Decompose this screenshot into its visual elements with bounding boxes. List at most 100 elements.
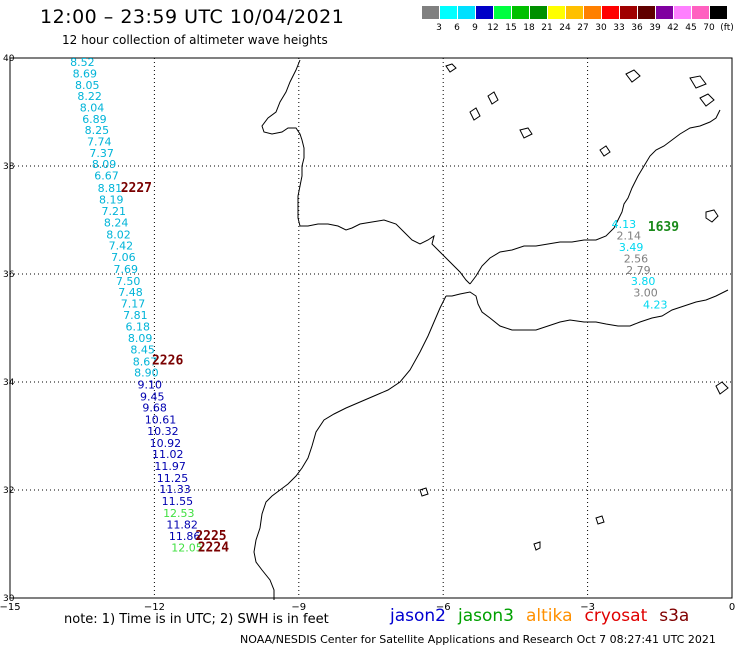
swh-value-label: 8.22 bbox=[77, 90, 102, 103]
swh-value-label: 8.09 bbox=[92, 158, 117, 171]
swh-value-label: 7.69 bbox=[113, 263, 138, 276]
map-frame bbox=[9, 57, 733, 599]
color-scale-label: 42 bbox=[667, 23, 679, 33]
color-scale-label: 21 bbox=[541, 23, 553, 33]
color-scale-swatch bbox=[566, 6, 584, 19]
swh-value-label: 8.04 bbox=[80, 101, 105, 114]
lat-tick-label: 34 bbox=[3, 378, 15, 388]
color-scale-label: 12 bbox=[487, 23, 499, 33]
swh-value-label: 8.19 bbox=[99, 193, 124, 206]
swh-value-label: 11.33 bbox=[159, 483, 191, 496]
island-coast-6 bbox=[599, 145, 611, 157]
island-coast-4 bbox=[625, 69, 641, 83]
swh-value-label: 9.68 bbox=[142, 402, 167, 415]
axis-tick-labels: −15 −12 −9 −6 −3 0 40 38 36 34 32 30 bbox=[0, 54, 735, 613]
color-scale-swatch bbox=[530, 6, 548, 19]
island-coast-1 bbox=[469, 107, 481, 121]
footer-note: note: 1) Time is in UTC; 2) SWH is in fe… bbox=[64, 612, 329, 627]
swh-value-label: 8.45 bbox=[130, 343, 155, 356]
lat-lon-grid bbox=[9, 57, 733, 599]
swh-value-label: 8.81 bbox=[98, 182, 123, 195]
legend-jason2: jason2 bbox=[390, 606, 446, 626]
swh-value-label: 10.92 bbox=[150, 437, 182, 450]
swh-value-label: 11.02 bbox=[152, 448, 184, 461]
swh-value-label: 7.48 bbox=[118, 286, 143, 299]
legend-s3a: s3a bbox=[659, 606, 690, 626]
swh-value-label: 4.13 bbox=[612, 218, 637, 231]
lon-tick-label: 0 bbox=[729, 602, 735, 613]
lat-tick-label: 30 bbox=[3, 594, 15, 604]
color-scale-label: 70 bbox=[703, 23, 715, 33]
color-scale-label: 9 bbox=[472, 23, 478, 33]
map-title: 12:00 – 23:59 UTC 10/04/2021 bbox=[40, 6, 345, 28]
color-scale-label: 3 bbox=[436, 23, 442, 33]
color-scale-label: 33 bbox=[613, 23, 625, 33]
pass-time-label: 2225 bbox=[195, 529, 226, 544]
swh-observations: 8.528.698.058.228.046.898.257.747.378.09… bbox=[70, 56, 667, 554]
color-scale-swatch bbox=[494, 6, 512, 19]
swh-value-label: 4.23 bbox=[643, 299, 668, 312]
balearic-island bbox=[705, 209, 719, 223]
swh-value-label: 6.67 bbox=[94, 170, 119, 183]
swh-value-label: 11.97 bbox=[154, 460, 186, 473]
island-canary-2 bbox=[595, 515, 605, 525]
legend-jason3: jason3 bbox=[458, 606, 514, 626]
lon-tick-label: −3 bbox=[580, 602, 595, 613]
color-scale-label: 36 bbox=[631, 23, 643, 33]
swh-value-label: 7.74 bbox=[87, 135, 112, 148]
color-scale-swatch bbox=[692, 6, 710, 19]
swh-value-label: 11.55 bbox=[162, 495, 194, 508]
island-coast-2 bbox=[487, 91, 499, 105]
color-scale-swatch bbox=[638, 6, 656, 19]
swh-value-label: 2.79 bbox=[626, 264, 651, 277]
swh-value-label: 8.90 bbox=[134, 367, 159, 380]
lon-tick-label: −9 bbox=[291, 602, 306, 613]
swh-value-label: 8.25 bbox=[85, 124, 110, 137]
swh-value-label: 8.05 bbox=[75, 79, 100, 92]
swh-value-label: 7.37 bbox=[89, 147, 114, 160]
swh-value-label: 8.69 bbox=[73, 67, 98, 80]
color-scale-swatch bbox=[458, 6, 476, 19]
swh-value-label: 3.49 bbox=[619, 241, 644, 254]
swh-value-label: 2.14 bbox=[616, 229, 641, 242]
iberia-west-coast bbox=[261, 59, 471, 285]
swh-value-label: 12.05 bbox=[171, 542, 203, 555]
africa-atlantic-coast bbox=[253, 295, 447, 600]
swh-value-label: 11.82 bbox=[166, 518, 198, 531]
color-scale-swatch bbox=[710, 6, 728, 19]
footer-credit: NOAA/NESDIS Center for Satellite Applica… bbox=[240, 633, 716, 646]
pass-time-label: 2227 bbox=[121, 181, 152, 196]
lat-tick-label: 32 bbox=[3, 486, 14, 496]
swh-value-label: 10.32 bbox=[147, 425, 179, 438]
swh-value-label: 7.21 bbox=[101, 205, 126, 218]
island-canary-1 bbox=[419, 487, 429, 497]
lat-tick-label: 40 bbox=[3, 54, 15, 64]
iberia-south-coast bbox=[469, 109, 721, 285]
color-scale-swatch bbox=[476, 6, 494, 19]
swh-value-label: 11.25 bbox=[157, 472, 189, 485]
swh-value-label: 10.61 bbox=[145, 414, 177, 427]
swh-value-label: 6.89 bbox=[82, 113, 107, 126]
color-scale-swatch bbox=[620, 6, 638, 19]
color-scale-label: 18 bbox=[523, 23, 535, 33]
swh-value-label: 7.06 bbox=[111, 251, 136, 264]
swh-value-label: 7.42 bbox=[109, 240, 134, 253]
swh-value-label: 3.80 bbox=[631, 275, 656, 288]
swh-value-label: 7.50 bbox=[116, 275, 141, 288]
island-east-2 bbox=[699, 93, 715, 107]
lon-tick-label: −6 bbox=[436, 602, 451, 613]
swh-value-label: 8.02 bbox=[106, 228, 130, 241]
pass-time-label: 2224 bbox=[198, 541, 229, 556]
color-scale-swatch bbox=[422, 6, 440, 19]
pass-time-label: 1639 bbox=[648, 220, 679, 235]
africa-north-coast bbox=[446, 289, 729, 331]
island-east-1 bbox=[715, 381, 729, 395]
swh-value-label: 7.17 bbox=[121, 297, 146, 310]
lon-tick-label: −15 bbox=[0, 602, 21, 613]
satellite-legend: jason2 jason3 altika cryosat s3a bbox=[390, 606, 701, 626]
color-scale-label: 27 bbox=[577, 23, 589, 33]
color-scale-label: 15 bbox=[505, 23, 517, 33]
coastline bbox=[253, 59, 729, 600]
